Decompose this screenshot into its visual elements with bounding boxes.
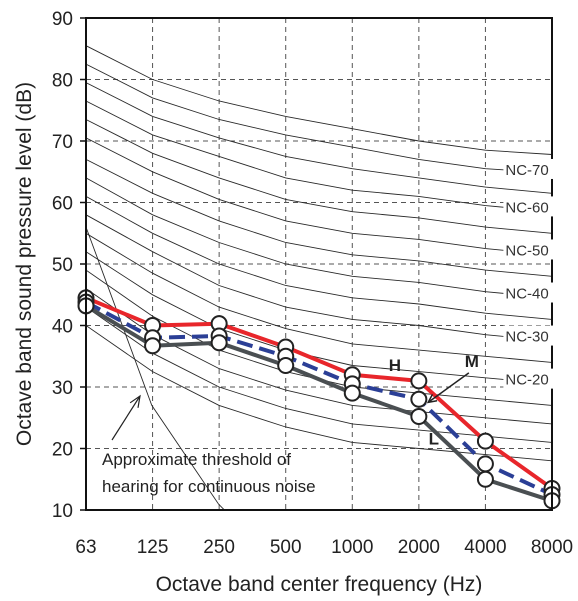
series-line-M [85,300,553,497]
threshold-line [86,226,226,510]
point-L-125 [144,337,162,355]
y-tick-label: 40 [52,317,73,338]
point-M-4000 [476,455,494,473]
x-axis-label: Octave band center frequency (Hz) [156,573,483,596]
nc-curve [86,137,552,256]
nc-curve [86,82,552,194]
nc-label: NC-40 [505,286,548,303]
x-tick-label: 1000 [331,537,373,558]
m-arrow-line [427,372,470,403]
point-L-4000 [476,470,494,488]
nc-curve [86,119,552,234]
point-L-250 [210,334,228,352]
x-tick-label: 4000 [464,537,506,558]
y-tick-label: 30 [52,378,73,399]
point-H-4000 [476,432,494,450]
point-L-1000 [343,384,361,402]
nc-label-bg [503,368,562,389]
annotation-line-1: Approximate threshold of [102,450,291,469]
x-tick-label: 63 [75,537,96,558]
nc-label-bg [503,239,562,260]
nc-curve [86,45,552,155]
nc-label-bg [503,158,562,179]
y-tick-label: 20 [52,440,73,461]
series-lines [77,289,561,510]
annotations: Approximate threshold of hearing for con… [102,352,479,496]
y-axis-label: Octave band sound pressure level (dB) [13,82,36,446]
y-tick-label: 80 [52,71,73,92]
point-M-2000 [410,390,428,408]
nc-curve [86,232,552,363]
nc-labels: NC-70 NC-60 NC-50 NC-40 NC-30 NC-20 [503,158,562,389]
point-L-2000 [410,408,428,426]
y-tick-label: 50 [52,255,73,276]
nc-curve [86,251,552,385]
nc-label-bg [503,282,562,303]
nc-curve [86,158,552,277]
series-label-H: H [389,356,401,375]
nc-label-bg [503,325,562,346]
point-H-2000 [410,372,428,390]
threshold-arrow-line [111,395,141,441]
y-tick-label: 90 [52,9,73,30]
x-tick-label: 500 [270,537,302,558]
series-label-L: L [429,430,439,449]
y-tick-label: 10 [52,501,73,522]
annotation-line-2: hearing for continuous noise [102,477,316,496]
threshold-arrow-head [129,394,141,408]
x-tick-label: 8000 [531,537,573,558]
series-line-H [85,295,554,491]
point-L-500 [277,356,295,374]
nc-curve [86,177,552,299]
x-tick-label: 250 [203,537,235,558]
nc-label: NC-30 [505,329,548,346]
tick-labels: 10 20 30 40 50 60 70 80 90 63 125 250 500 1000 2000 400… [52,9,573,558]
nc-curve [86,100,552,213]
nc-curves [86,45,552,462]
m-arrow-head [426,394,438,404]
nc-curve [86,288,552,425]
nc-label: NC-60 [505,199,548,216]
nc-curve [86,63,552,174]
nc-label: NC-50 [505,242,548,259]
x-tick-label: 125 [137,537,169,558]
nc-curve [86,214,552,342]
series-label-M: M [465,352,479,371]
nc-curve [86,196,552,320]
x-tick-label: 2000 [398,537,440,558]
nc-label: NC-20 [505,372,548,389]
series-line-L [84,304,553,503]
nc-label: NC-70 [505,162,548,179]
threshold-curve [86,226,226,510]
y-tick-label: 60 [52,194,73,215]
nc-label-bg [503,196,562,217]
y-tick-label: 70 [52,132,73,153]
nc-curve [86,306,552,443]
